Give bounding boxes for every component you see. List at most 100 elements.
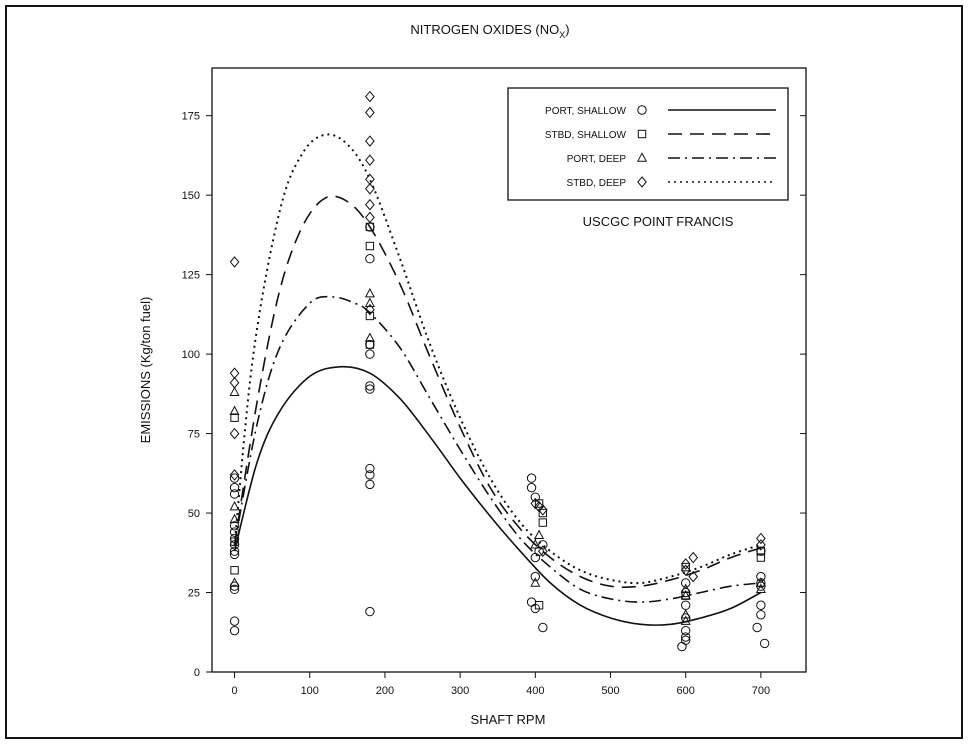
x-tick-label-0: 0 [231, 685, 237, 697]
x-tick-label-1: 100 [301, 685, 319, 697]
point-s3-22 [756, 539, 766, 551]
fit-curves [233, 133, 762, 626]
legend: PORT, SHALLOW STBD, SHALLOW PORT, DEEP STBD… [507, 87, 789, 201]
point-s0-18 [365, 381, 375, 391]
point-s3-5 [365, 90, 375, 103]
point-s3-4 [229, 469, 240, 481]
point-s1-2 [230, 537, 239, 546]
data-markers [229, 90, 770, 652]
point-s0-28 [538, 622, 548, 633]
chart-title-close: ) [565, 22, 569, 37]
legend-marker-2 [636, 152, 648, 162]
point-s3-3 [229, 427, 240, 440]
point-s3-13 [365, 303, 375, 316]
point-s0-40 [680, 578, 691, 588]
point-s3-19 [680, 558, 691, 570]
point-s2-7 [364, 287, 375, 298]
legend-label-1: STBD, SHALLOW [545, 130, 627, 141]
point-s2-15 [755, 583, 766, 594]
plot-frame [211, 67, 807, 673]
point-s2-6 [364, 297, 375, 307]
point-s0-31 [526, 482, 537, 493]
legend-marker-3 [637, 176, 647, 188]
point-s0-44 [759, 638, 770, 649]
point-s0-10 [229, 489, 240, 499]
point-s3-8 [365, 154, 375, 166]
point-s2-3 [229, 405, 240, 416]
point-s0-26 [530, 552, 541, 563]
point-s2-0 [229, 577, 240, 587]
legend-label-3: STBD, DEEP [567, 178, 627, 189]
x-tick-label-3: 300 [451, 685, 469, 697]
point-s0-21 [365, 254, 375, 264]
point-s1-0 [230, 413, 239, 422]
point-s0-11 [229, 482, 240, 493]
y-tick-label-3: 75 [188, 429, 200, 441]
point-s0-2 [229, 584, 240, 595]
point-s0-1 [229, 616, 240, 626]
point-s0-47 [756, 571, 766, 582]
x-tick-label-5: 500 [601, 685, 619, 697]
x-axis-label: SHAFT RPM [471, 712, 546, 727]
point-s0-0 [229, 625, 240, 636]
point-s3-14 [530, 497, 541, 510]
legend-box [507, 87, 789, 201]
x-tick-label-6: 600 [677, 685, 695, 697]
y-axis: 0 25 50 75 100 125 150 175 [182, 111, 806, 679]
legend-items: PORT, SHALLOW STBD, SHALLOW PORT, DEEP STBD… [545, 105, 776, 189]
chart-title-subscript: X [559, 30, 565, 40]
x-tick-label-4: 400 [526, 685, 544, 697]
point-s3-21 [688, 570, 699, 583]
point-s1-9 [538, 508, 548, 518]
y-tick-label-5: 125 [182, 270, 200, 282]
point-s2-16 [755, 577, 766, 587]
point-s0-38 [680, 600, 691, 610]
point-s3-1 [229, 367, 240, 379]
point-s3-0 [229, 256, 240, 268]
point-s1-10 [534, 499, 544, 508]
point-s3-20 [688, 551, 699, 564]
point-s0-23 [526, 597, 537, 607]
point-s0-42 [756, 610, 766, 620]
curve-series-0 [233, 365, 762, 626]
point-s3-23 [756, 532, 766, 545]
point-s0-25 [530, 571, 541, 582]
point-s3-7 [365, 135, 375, 147]
point-s3-18 [680, 564, 691, 577]
point-s0-14 [365, 479, 375, 490]
point-s3-11 [365, 198, 375, 211]
point-s2-5 [364, 332, 375, 342]
point-s0-41 [752, 622, 762, 633]
point-s1-1 [230, 566, 239, 575]
point-s0-32 [526, 473, 537, 483]
point-s2-1 [229, 513, 240, 524]
point-s3-2 [229, 376, 240, 389]
legend-label-2: PORT, DEEP [567, 154, 627, 165]
point-s0-43 [756, 600, 766, 610]
chart-title-main: NITROGEN OXIDES (NO [410, 22, 559, 37]
point-s3-12 [365, 211, 375, 224]
point-s0-29 [538, 540, 548, 550]
point-s0-5 [229, 546, 240, 556]
point-s2-8 [530, 577, 541, 587]
point-s0-35 [680, 632, 691, 642]
legend-label-0: PORT, SHALLOW [545, 106, 627, 117]
point-s1-6 [365, 311, 375, 321]
y-tick-label-0: 0 [194, 667, 200, 679]
chart-title: NITROGEN OXIDES (NOX) [410, 22, 569, 40]
point-s1-5 [365, 340, 375, 349]
point-s0-13 [365, 606, 375, 617]
point-s3-15 [534, 500, 544, 513]
point-s0-8 [229, 527, 240, 537]
x-axis: 0 100 200 300 400 500 600 700 [231, 672, 770, 697]
point-s0-36 [680, 625, 691, 636]
legend-marker-0 [637, 105, 647, 115]
point-s2-9 [530, 539, 541, 549]
point-s1-4 [365, 222, 375, 232]
chart-annotation: USCGC POINT FRANCIS [583, 214, 734, 229]
x-tick-label-7: 700 [752, 685, 770, 697]
point-s0-33 [677, 641, 687, 652]
point-s1-8 [538, 518, 548, 527]
point-s2-4 [229, 386, 240, 396]
